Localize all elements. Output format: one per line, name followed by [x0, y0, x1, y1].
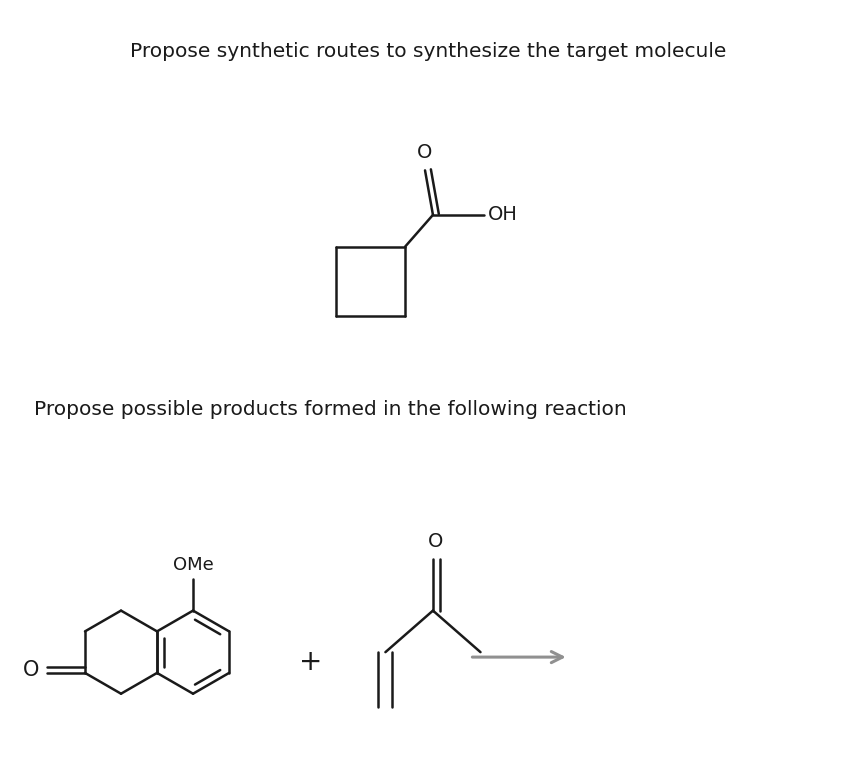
Text: Propose synthetic routes to synthesize the target molecule: Propose synthetic routes to synthesize t…: [130, 42, 726, 61]
Text: +: +: [300, 648, 323, 676]
Text: O: O: [23, 660, 39, 680]
Text: OMe: OMe: [173, 556, 213, 574]
Text: OH: OH: [487, 205, 517, 224]
Text: O: O: [428, 532, 443, 552]
Text: Propose possible products formed in the following reaction: Propose possible products formed in the …: [34, 400, 627, 419]
Text: O: O: [418, 143, 433, 163]
